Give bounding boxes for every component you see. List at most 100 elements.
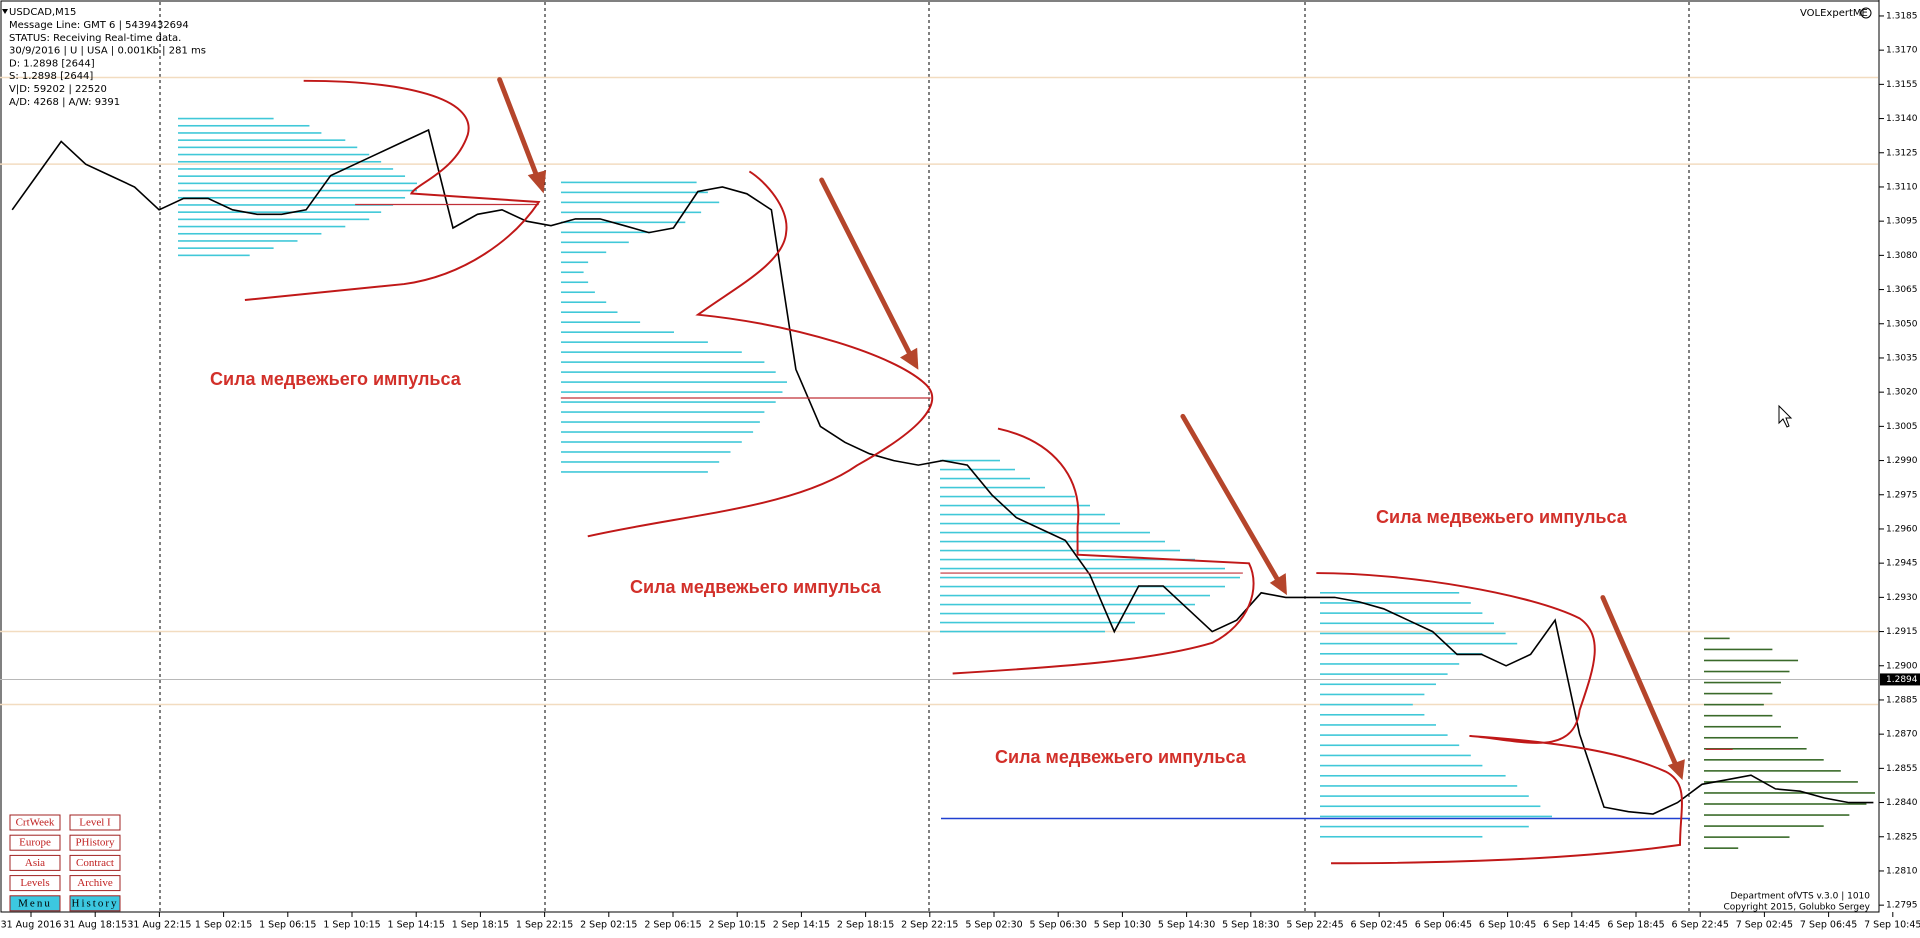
volume-bar: [940, 486, 1045, 489]
button-frame[interactable]: [9, 814, 61, 831]
volume-bar: [940, 540, 1165, 543]
volume-bar: [561, 321, 641, 323]
volume-bar: [178, 204, 394, 206]
button-frame[interactable]: [9, 834, 61, 851]
volume-bar: [1320, 795, 1529, 797]
y-tick-label: 1.2855: [1886, 764, 1918, 774]
info-line: S: 1.2898 [2644]: [9, 71, 93, 82]
button-label[interactable]: Menu: [18, 897, 52, 909]
x-tick-label: 7 Sep 10:45: [1864, 920, 1920, 931]
button-frame[interactable]: [9, 875, 61, 892]
button[interactable]: History: [69, 895, 121, 912]
volume-bar: [178, 132, 322, 134]
button-frame[interactable]: [69, 834, 121, 851]
y-tick-label: 1.3155: [1886, 80, 1918, 90]
button-frame[interactable]: [69, 814, 121, 831]
volume-bar: [561, 471, 708, 473]
y-tick-label: 1.2930: [1886, 593, 1918, 603]
annotation: Сила медвежьего импульса: [1376, 507, 1628, 527]
button-label[interactable]: PHistory: [75, 837, 115, 849]
volume-bar: [561, 291, 595, 294]
volume-bar: [178, 247, 274, 249]
volume-bar: [940, 495, 1075, 498]
button-label[interactable]: Contract: [76, 857, 114, 869]
volume-bar: [561, 311, 618, 314]
x-tick-label: 6 Sep 02:45: [1351, 920, 1408, 931]
button[interactable]: Europe: [9, 834, 61, 851]
button[interactable]: Levels: [9, 875, 61, 892]
smiley: [1860, 7, 1872, 19]
volume-bar: [561, 351, 742, 353]
button-frame[interactable]: [69, 875, 121, 892]
y-tick-label: 1.3050: [1886, 319, 1918, 329]
button-frame[interactable]: [69, 854, 121, 871]
y-tick-label: 1.2960: [1886, 524, 1918, 534]
x-tick-label: 2 Sep 22:15: [901, 920, 958, 931]
volume-bar: [940, 549, 1180, 552]
y-tick-label: 1.2795: [1886, 901, 1918, 911]
x-tick-label: 1 Sep 18:15: [452, 920, 509, 931]
volume-bar: [1320, 663, 1460, 665]
button-label[interactable]: CrtWeek: [16, 817, 55, 829]
volume-bar: [1704, 703, 1764, 706]
button-frame[interactable]: [69, 895, 121, 912]
button[interactable]: Asia: [9, 854, 61, 871]
volume-bar: [178, 211, 382, 213]
x-tick-label: 1 Sep 14:15: [388, 920, 445, 931]
y-tick-label: 1.3140: [1886, 114, 1918, 124]
volume-bar: [1704, 670, 1790, 673]
button[interactable]: Menu: [9, 895, 61, 912]
annotation: Сила медвежьего импульса: [995, 747, 1247, 767]
volume-profile: [178, 117, 417, 257]
button-label[interactable]: Level I: [79, 817, 111, 829]
volume-bar: [1320, 835, 1483, 838]
volume-bar: [561, 331, 674, 333]
volume-bar: [940, 531, 1150, 534]
button-label[interactable]: Europe: [19, 837, 51, 849]
button[interactable]: Level I: [69, 814, 121, 831]
y-tick-label: 1.3170: [1886, 46, 1918, 56]
volume-bar: [1704, 814, 1850, 816]
x-tick-label: 31 Aug 2016: [1, 920, 62, 931]
button-label[interactable]: Asia: [25, 857, 45, 869]
volume-bar: [1704, 692, 1773, 695]
info-line: V|D: 59202 | 22520: [9, 84, 107, 95]
button[interactable]: CrtWeek: [9, 814, 61, 831]
volume-bar: [1320, 754, 1471, 757]
y-tick-label: 1.2810: [1886, 866, 1918, 876]
button[interactable]: Archive: [69, 875, 121, 892]
volume-bar: [178, 160, 382, 163]
volume-bar: [940, 459, 1000, 462]
volume-bar: [1320, 774, 1506, 777]
y-tick-label: 1.3065: [1886, 285, 1918, 295]
volume-bar: [940, 603, 1195, 606]
volume-bar: [940, 630, 1105, 633]
volume-bar: [1704, 759, 1824, 761]
button-label[interactable]: Archive: [77, 877, 113, 889]
volume-bar: [178, 146, 358, 149]
annotation: Сила медвежьего импульса: [630, 577, 882, 597]
volume-bar: [561, 381, 787, 383]
volume-bar: [178, 218, 370, 221]
volume-bar: [1320, 764, 1483, 767]
x-tick-label: 6 Sep 18:45: [1607, 920, 1664, 931]
price-line: [11, 128, 1874, 815]
volume-bar: [940, 513, 1105, 516]
volume-bar: [561, 361, 765, 363]
volume-bar: [561, 401, 776, 403]
button-label[interactable]: Levels: [20, 877, 49, 889]
x-tick-label: 6 Sep 22:45: [1672, 920, 1729, 931]
button-label[interactable]: History: [72, 897, 119, 909]
button-frame[interactable]: [9, 895, 61, 912]
y-tick-label: 1.3095: [1886, 217, 1918, 227]
volume-profile: [561, 181, 787, 473]
info-line: 30/9/2016 | U | USA | 0.001Kb | 281 ms: [9, 46, 206, 57]
x-tick-label: 5 Sep 06:30: [1030, 920, 1087, 931]
x-tick-label: 1 Sep 22:15: [516, 920, 573, 931]
button-frame[interactable]: [9, 854, 61, 871]
button[interactable]: PHistory: [69, 834, 121, 851]
volume-bar: [561, 221, 686, 224]
volume-bar: [561, 431, 754, 433]
y-tick-label: 1.2900: [1886, 661, 1918, 671]
button[interactable]: Contract: [69, 854, 121, 871]
